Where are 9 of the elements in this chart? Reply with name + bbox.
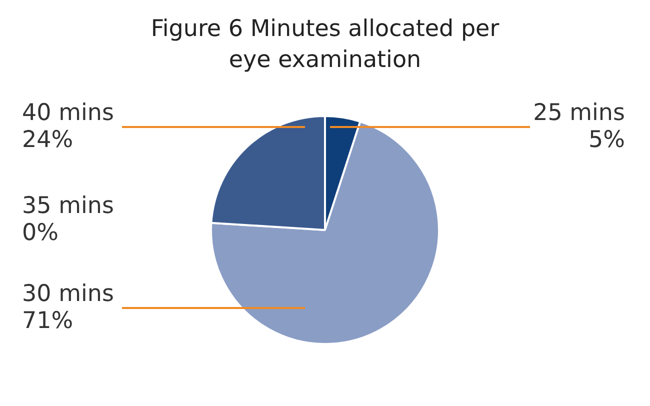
data-label: 5% [588, 126, 625, 153]
text: 0% [22, 220, 58, 246]
slice-label: 40 mins [22, 100, 114, 126]
slice-label: 25 mins [533, 100, 625, 126]
slice-label: 30 mins [22, 280, 114, 307]
category-label: 35 mins [22, 192, 114, 219]
chart-title: Figure 6 Minutes allocated per eye examination [150, 15, 500, 75]
data-label: 24% [22, 126, 74, 153]
data-label: 71% [22, 308, 74, 334]
